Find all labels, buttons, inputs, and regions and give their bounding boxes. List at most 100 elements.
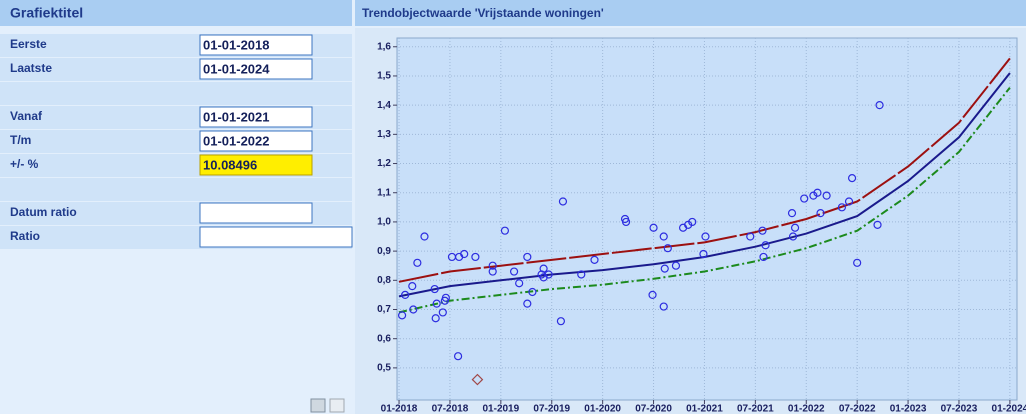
data-point <box>822 191 831 200</box>
input-field[interactable] <box>199 58 313 80</box>
field-label: Laatste <box>10 61 52 75</box>
y-tick-label: 1,1 <box>377 187 391 198</box>
data-point <box>813 188 822 197</box>
zoom-icon[interactable] <box>310 398 326 413</box>
field-label: +/- % <box>10 157 39 171</box>
data-point <box>788 232 798 241</box>
data-point <box>438 308 447 317</box>
data-point <box>523 299 532 308</box>
form-row <box>0 82 352 105</box>
data-point <box>420 232 429 241</box>
data-point <box>488 267 497 276</box>
data-point <box>699 249 708 259</box>
input-field[interactable] <box>199 202 313 224</box>
data-point <box>671 261 681 270</box>
data-point <box>558 197 568 206</box>
input-field[interactable] <box>199 34 313 56</box>
data-point <box>577 270 586 279</box>
reset-icon[interactable] <box>329 398 345 413</box>
data-point <box>523 252 532 262</box>
data-point <box>401 290 410 300</box>
field-label: T/m <box>10 133 31 147</box>
y-tick-label: 1,3 <box>377 129 391 140</box>
data-point <box>488 261 497 270</box>
data-point <box>787 209 797 218</box>
data-point <box>659 232 668 241</box>
y-tick-label: 1,5 <box>377 71 391 82</box>
data-point <box>660 264 669 273</box>
x-tick-label: 07-2022 <box>839 404 876 414</box>
field-label: Ratio <box>10 229 40 243</box>
data-point <box>453 352 463 361</box>
x-tick-label: 07-2020 <box>635 404 672 414</box>
data-point <box>621 217 631 227</box>
trend-line <box>398 86 1011 314</box>
plot-area <box>396 37 1018 401</box>
chart-header <box>355 0 1026 26</box>
x-tick-label: 01-2019 <box>482 404 519 414</box>
data-point <box>539 264 548 273</box>
data-point <box>853 258 862 267</box>
data-point <box>649 223 658 232</box>
input-field[interactable] <box>199 106 313 128</box>
data-point <box>659 302 668 311</box>
data-point <box>515 279 524 288</box>
input-field[interactable] <box>199 226 353 248</box>
field-label: Vanaf <box>10 109 43 123</box>
form-title: Grafiektitel <box>10 5 83 21</box>
x-tick-label: 07-2021 <box>737 404 774 414</box>
input-value: 01-01-2018 <box>203 37 270 52</box>
data-point <box>460 249 469 259</box>
data-point <box>528 287 537 297</box>
input-value: 01-01-2024 <box>203 61 270 76</box>
data-point <box>847 174 857 183</box>
x-tick-label: 01-2021 <box>686 404 723 414</box>
data-point <box>500 226 510 235</box>
data-point <box>397 311 407 320</box>
input-field[interactable] <box>199 154 313 176</box>
data-point <box>761 241 770 250</box>
input-field[interactable] <box>199 130 313 152</box>
input-value: 10.08496 <box>203 157 257 172</box>
data-point <box>701 232 710 241</box>
y-tick-label: 0,9 <box>377 246 391 257</box>
data-point <box>759 252 768 262</box>
data-point <box>408 282 417 291</box>
y-tick-label: 0,8 <box>377 275 391 286</box>
field-label: Eerste <box>10 37 47 51</box>
y-tick-label: 1,4 <box>377 100 391 111</box>
data-point <box>556 317 566 326</box>
chart-title: Trendobjectwaarde 'Vrijstaande woningen' <box>362 6 604 20</box>
data-point <box>844 197 854 206</box>
data-point <box>663 244 672 253</box>
data-point <box>409 305 418 314</box>
form-header <box>0 0 352 26</box>
data-point <box>590 255 599 264</box>
y-tick-label: 1,2 <box>377 158 391 169</box>
data-point <box>688 217 697 227</box>
data-point <box>746 232 755 241</box>
data-point <box>413 258 422 267</box>
data-point <box>875 101 884 110</box>
data-point <box>790 223 800 232</box>
data-point <box>648 290 657 300</box>
data-point <box>837 203 846 212</box>
x-tick-label: 01-2022 <box>788 404 825 414</box>
y-tick-label: 0,6 <box>377 333 391 344</box>
data-point <box>544 270 553 279</box>
data-point <box>873 220 882 229</box>
y-tick-label: 1,6 <box>377 41 391 52</box>
x-tick-label: 07-2019 <box>533 404 570 414</box>
field-label: Datum ratio <box>10 205 77 219</box>
x-tick-label: 07-2023 <box>941 404 978 414</box>
x-tick-label: 01-2023 <box>890 404 927 414</box>
y-tick-label: 0,5 <box>377 363 391 374</box>
x-tick-label: 01-2020 <box>584 404 621 414</box>
data-point <box>800 194 809 203</box>
data-point <box>509 267 519 276</box>
data-point <box>432 299 441 308</box>
x-tick-label: 01-2024 <box>992 404 1026 414</box>
diamond-point <box>471 373 484 386</box>
input-value: 01-01-2021 <box>203 109 270 124</box>
